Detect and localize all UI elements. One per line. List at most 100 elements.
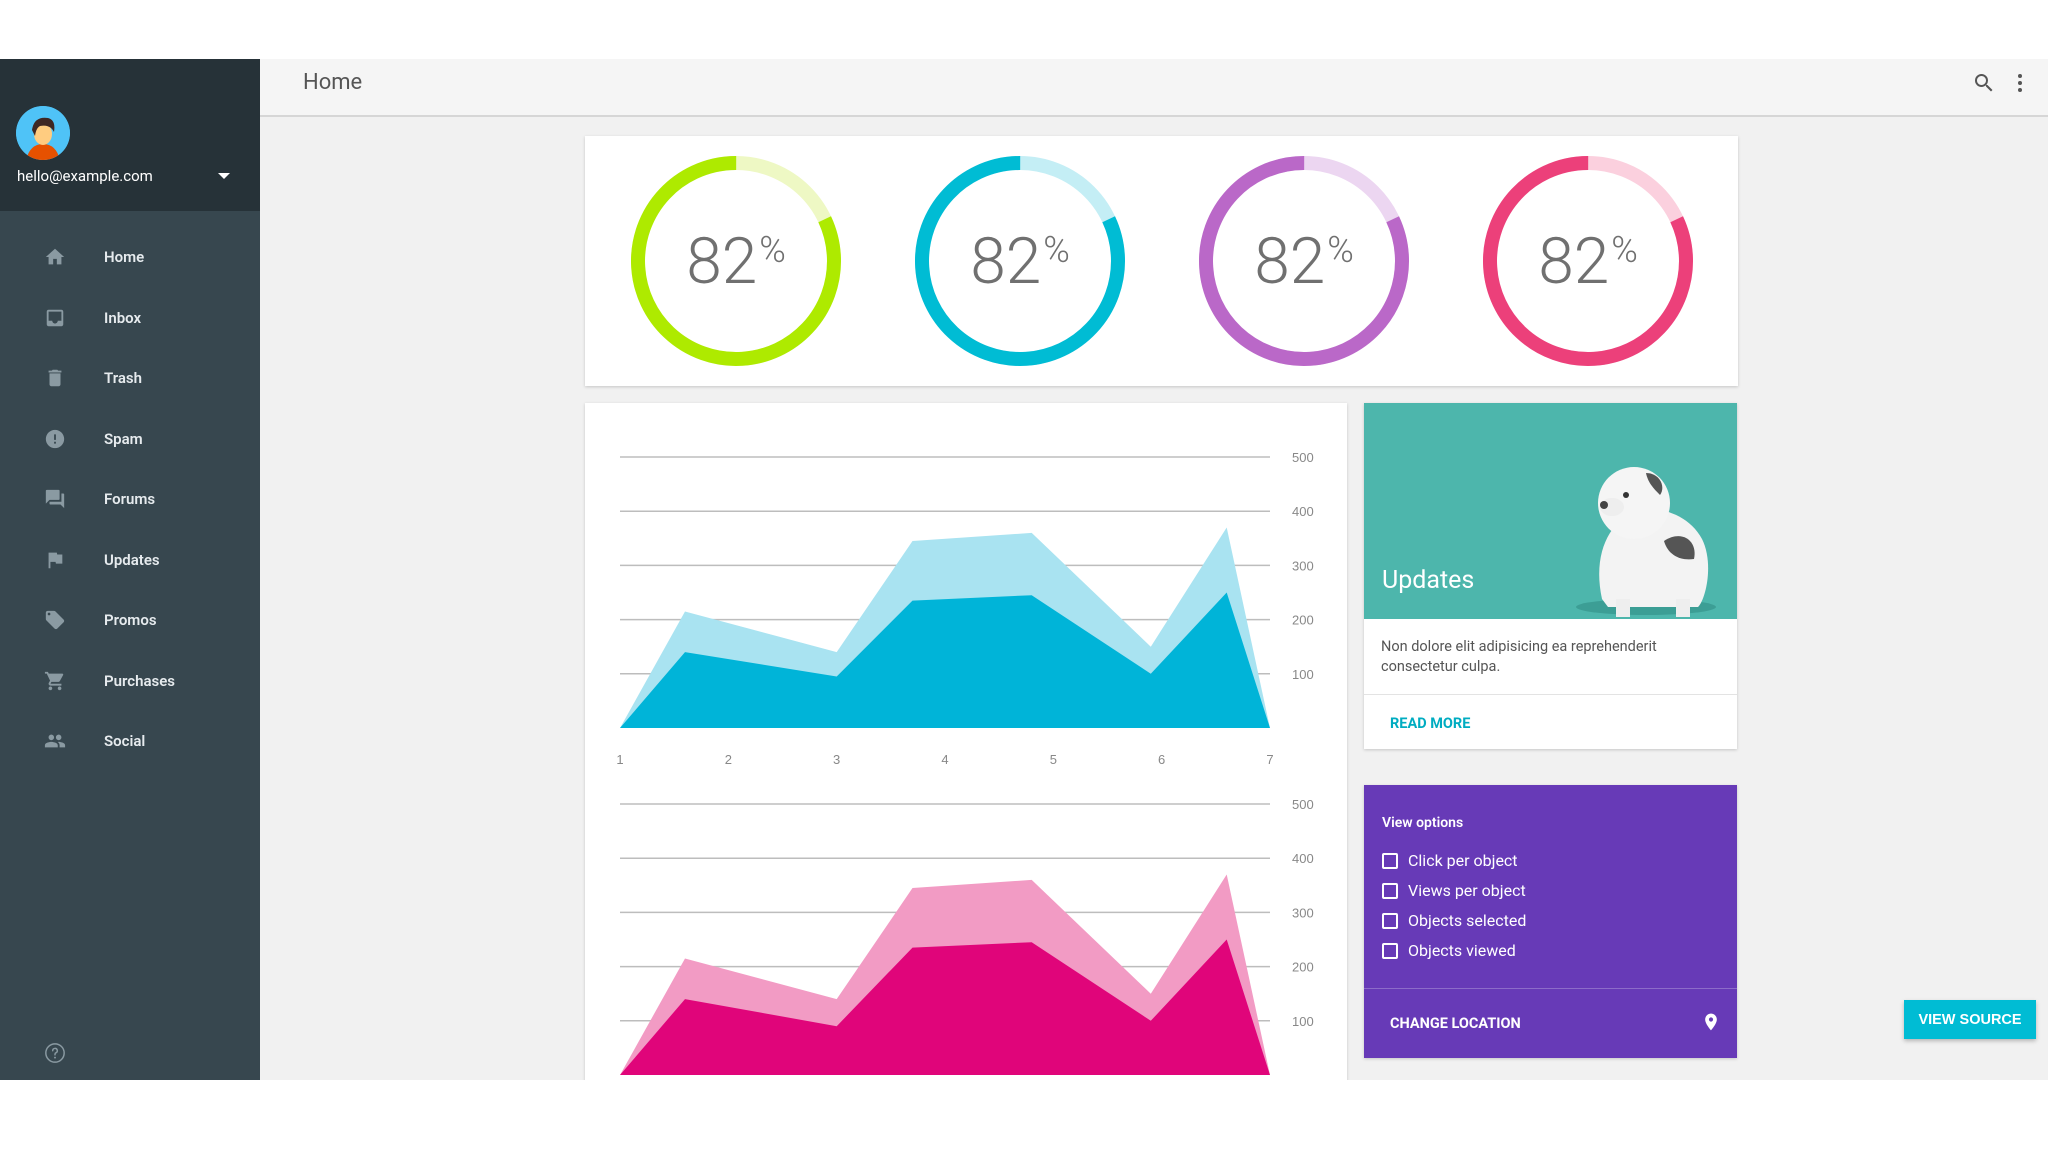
- page-title: Home: [303, 70, 363, 95]
- sidebar-item-inbox[interactable]: Inbox: [0, 288, 260, 349]
- donut-chart: 82%: [912, 153, 1128, 369]
- updates-title: Updates: [1382, 566, 1475, 595]
- search-icon[interactable]: [1972, 71, 1996, 95]
- checkbox[interactable]: [1382, 942, 1398, 959]
- option-label: Click per object: [1408, 851, 1518, 870]
- divider: [1364, 988, 1737, 989]
- sidebar-item-promos[interactable]: Promos: [0, 590, 260, 651]
- sidebar-item-label: Updates: [104, 550, 160, 569]
- sidebar-nav: Home Inbox Trash Spam Forums Updates: [0, 227, 260, 772]
- sidebar-item-label: Home: [104, 248, 145, 267]
- donut-unit: %: [759, 229, 786, 271]
- x-tick-label: 6: [1158, 752, 1165, 767]
- donut-value: 82: [686, 223, 758, 299]
- y-tick-label: 100: [1292, 667, 1314, 682]
- donut-chart: 82%: [628, 153, 844, 369]
- sidebar-item-spam[interactable]: Spam: [0, 409, 260, 470]
- people-icon: [44, 734, 66, 748]
- sidebar-item-label: Inbox: [104, 308, 142, 327]
- updates-card: Updates Non dolore elit adipisicing ea r…: [1364, 403, 1737, 749]
- chart-card: 500 400 300 200 100 1 2 3 4 5 6 7 500 400 300 200 100: [585, 403, 1347, 1080]
- stats-card: 82% 82% 82% 82%: [585, 136, 1738, 386]
- sidebar-item-label: Social: [104, 732, 146, 751]
- y-tick-label: 400: [1292, 504, 1314, 519]
- account-dropdown-icon[interactable]: [218, 173, 230, 179]
- spam-icon: [45, 429, 65, 448]
- dog-illustration: [1576, 467, 1716, 617]
- account-email: hello@example.com: [17, 167, 153, 185]
- location-pin-icon[interactable]: [1701, 1010, 1721, 1034]
- sidebar-item-label: Purchases: [104, 671, 176, 690]
- sidebar-item-label: Trash: [104, 369, 142, 388]
- checkbox[interactable]: [1382, 852, 1398, 869]
- y-tick-label: 300: [1292, 905, 1314, 920]
- updates-image: Updates: [1364, 403, 1737, 619]
- view-options-title: View options: [1382, 815, 1464, 831]
- sidebar-item-trash[interactable]: Trash: [0, 348, 260, 409]
- option-label: Objects viewed: [1408, 941, 1516, 960]
- area-series-front: [620, 592, 1270, 728]
- sidebar-item-label: Spam: [104, 429, 143, 448]
- x-tick-label: 5: [1050, 752, 1057, 767]
- sidebar-item-label: Promos: [104, 611, 157, 630]
- y-tick-label: 200: [1292, 613, 1314, 628]
- x-tick-label: 3: [833, 752, 840, 767]
- sidebar-item-updates[interactable]: Updates: [0, 530, 260, 591]
- area-series-front: [620, 939, 1270, 1075]
- sidebar-item-social[interactable]: Social: [0, 711, 260, 772]
- sidebar: hello@example.com Home Inbox Trash Spam: [0, 59, 260, 1080]
- tag-icon: [45, 611, 65, 630]
- inbox-icon: [46, 309, 64, 326]
- help-icon[interactable]: [44, 1042, 66, 1064]
- option-click-per-object[interactable]: Click per object: [1382, 851, 1518, 870]
- x-tick-label: 2: [725, 752, 732, 767]
- sidebar-item-home[interactable]: Home: [0, 227, 260, 288]
- view-options-card: View options Click per object Views per …: [1364, 785, 1737, 1058]
- option-objects-viewed[interactable]: Objects viewed: [1382, 941, 1516, 960]
- donut-unit: %: [1043, 229, 1070, 271]
- option-views-per-object[interactable]: Views per object: [1382, 881, 1526, 900]
- x-tick-label: 4: [941, 752, 948, 767]
- y-tick-label: 400: [1292, 851, 1314, 866]
- more-vert-icon[interactable]: [2008, 71, 2032, 95]
- flag-icon: [48, 552, 63, 568]
- sidebar-header: hello@example.com: [0, 59, 260, 211]
- read-more-button[interactable]: READ MORE: [1390, 715, 1471, 732]
- y-tick-label: 300: [1292, 558, 1314, 573]
- donut-chart: 82%: [1480, 153, 1696, 369]
- cart-icon: [44, 671, 64, 690]
- area-charts: 500 400 300 200 100 1 2 3 4 5 6 7 500 400 300 200 100: [616, 450, 1314, 1075]
- top-bar: Home: [260, 59, 2048, 117]
- option-label: Views per object: [1408, 881, 1526, 900]
- donut-value: 82: [1254, 223, 1326, 299]
- donut-arc: [1483, 156, 1693, 366]
- x-tick-label: 1: [616, 752, 623, 767]
- y-tick-label: 500: [1292, 797, 1314, 812]
- avatar[interactable]: [16, 106, 70, 160]
- donut-arc: [1199, 156, 1409, 366]
- y-tick-label: 100: [1292, 1014, 1314, 1029]
- checkbox[interactable]: [1382, 912, 1398, 929]
- option-label: Objects selected: [1408, 911, 1527, 930]
- sidebar-item-label: Forums: [104, 490, 156, 509]
- donut-arc: [631, 156, 841, 366]
- checkbox[interactable]: [1382, 882, 1398, 899]
- x-tick-label: 7: [1266, 752, 1273, 767]
- app-frame: hello@example.com Home Inbox Trash Spam: [0, 59, 2048, 1080]
- change-location-button[interactable]: CHANGE LOCATION: [1390, 1015, 1521, 1032]
- donut-unit: %: [1611, 229, 1638, 271]
- sidebar-item-purchases[interactable]: Purchases: [0, 651, 260, 712]
- updates-text: Non dolore elit adipisicing ea reprehend…: [1381, 638, 1657, 675]
- y-tick-label: 500: [1292, 450, 1314, 465]
- forum-icon: [45, 490, 65, 509]
- view-source-button[interactable]: VIEW SOURCE: [1904, 1000, 2036, 1039]
- donut-value: 82: [1538, 223, 1610, 299]
- donut-value: 82: [970, 223, 1042, 299]
- donut-unit: %: [1327, 229, 1354, 271]
- donut-chart: 82%: [1196, 153, 1412, 369]
- sidebar-item-forums[interactable]: Forums: [0, 469, 260, 530]
- divider: [1364, 694, 1737, 695]
- option-objects-selected[interactable]: Objects selected: [1382, 911, 1526, 930]
- home-icon: [45, 249, 65, 265]
- trash-icon: [48, 370, 62, 387]
